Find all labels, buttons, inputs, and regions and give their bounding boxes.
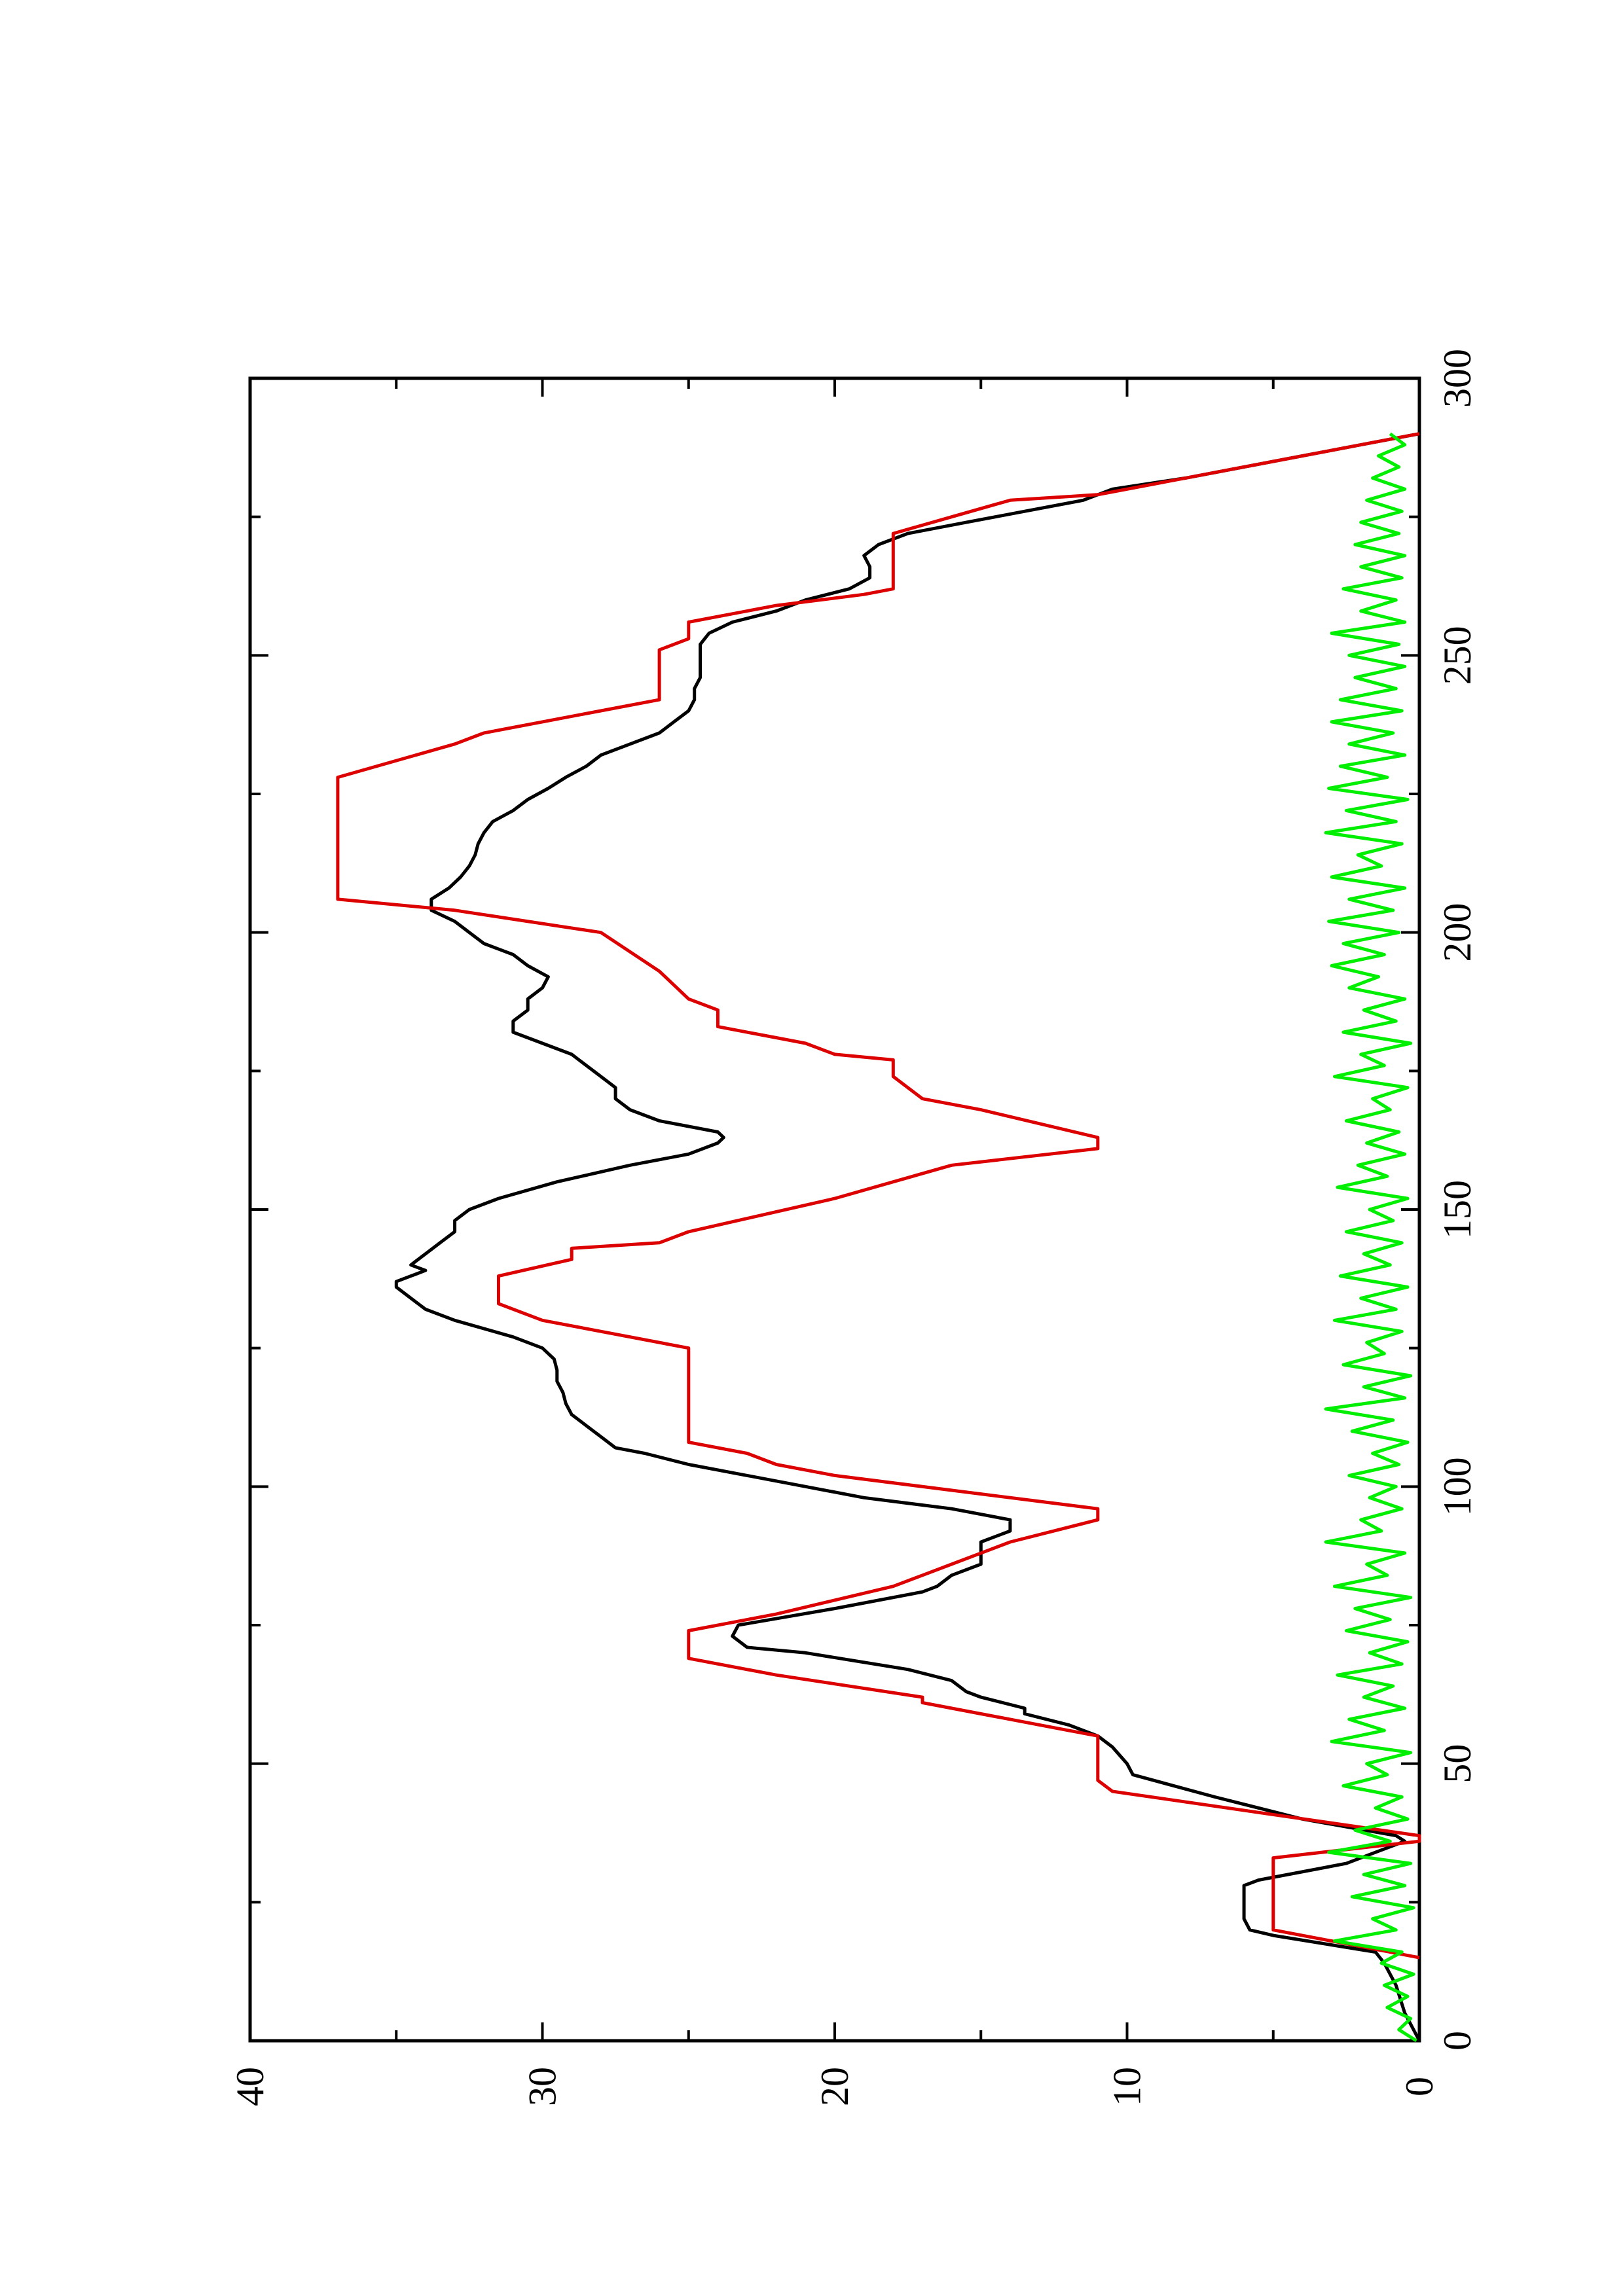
series-line-1 bbox=[394, 432, 1421, 2042]
series-line-2 bbox=[336, 432, 1421, 1960]
y-tick-label: 20 bbox=[813, 2067, 856, 2106]
x-tick-label: 0 bbox=[1436, 2031, 1479, 2051]
series-layer bbox=[336, 432, 1421, 2043]
y-tick-label: 10 bbox=[1106, 2067, 1149, 2106]
tick-labels: 0 50 100 150 200 250 300 0 10 20 30 40 bbox=[228, 349, 1479, 2106]
y-tick-label: 40 bbox=[228, 2067, 272, 2106]
y-tick-label: 30 bbox=[521, 2067, 564, 2106]
x-tick-label: 150 bbox=[1436, 1180, 1479, 1239]
axis-ticks bbox=[249, 377, 1421, 2042]
x-tick-label: 200 bbox=[1436, 903, 1479, 962]
x-tick-label: 50 bbox=[1436, 1744, 1479, 1784]
plot-frame bbox=[248, 376, 1421, 2043]
x-tick-label: 100 bbox=[1436, 1457, 1479, 1516]
x-tick-label: 300 bbox=[1436, 349, 1479, 408]
y-tick-label: 0 bbox=[1398, 2077, 1441, 2096]
x-tick-label: 250 bbox=[1436, 626, 1479, 685]
series-line-3 bbox=[1324, 432, 1417, 2043]
